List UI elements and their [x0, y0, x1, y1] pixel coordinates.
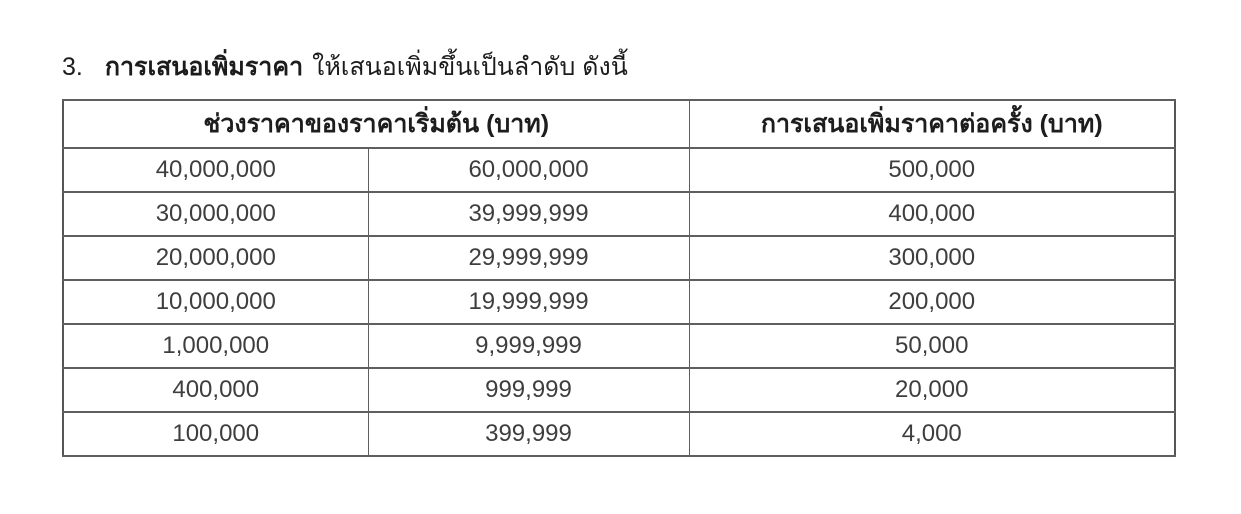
table-cell: 9,999,999 [367, 323, 690, 369]
table-cell: 19,999,999 [367, 279, 690, 325]
table-cell: 4,000 [688, 411, 1176, 457]
header-bid-increment: การเสนอเพิ่มราคาต่อครั้ง (บาท) [688, 99, 1176, 149]
table-body: 40,000,000 60,000,000 500,000 30,000,000 39,… [62, 147, 1176, 457]
table-cell: 39,999,999 [367, 191, 690, 237]
table-cell: 20,000,000 [62, 235, 369, 281]
section-title-bold: การเสนอเพิ่มราคา [104, 53, 304, 81]
section-number: 3. [62, 53, 83, 81]
table-cell: 29,999,999 [367, 235, 690, 281]
table-cell: 300,000 [688, 235, 1176, 281]
table-cell: 60,000,000 [367, 147, 690, 193]
table-cell: 30,000,000 [62, 191, 369, 237]
table-cell: 10,000,000 [62, 279, 369, 325]
table-cell: 50,000 [688, 323, 1176, 369]
table-cell: 100,000 [62, 411, 369, 457]
table-row: 30,000,000 39,999,999 400,000 [62, 191, 1176, 237]
table-header-row: ช่วงราคาของราคาเริ่มต้น (บาท) การเสนอเพิ… [62, 99, 1176, 149]
table-row: 20,000,000 29,999,999 300,000 [62, 235, 1176, 281]
section-heading: 3. การเสนอเพิ่มราคา ให้เสนอเพิ่มขึ้นเป็นลำ… [62, 50, 1241, 85]
table-row: 400,000 999,999 20,000 [62, 367, 1176, 413]
table-row: 100,000 399,999 4,000 [62, 411, 1176, 457]
table-cell: 400,000 [62, 367, 369, 413]
document-page: 3. การเสนอเพิ่มราคา ให้เสนอเพิ่มขึ้นเป็นลำ… [0, 50, 1241, 514]
table-row: 40,000,000 60,000,000 500,000 [62, 147, 1176, 193]
table-cell: 999,999 [367, 367, 690, 413]
table-row: 10,000,000 19,999,999 200,000 [62, 279, 1176, 325]
section-title-rest: ให้เสนอเพิ่มขึ้นเป็นลำดับ ดังนี้ [312, 53, 628, 81]
table-cell: 500,000 [688, 147, 1176, 193]
price-increment-table: ช่วงราคาของราคาเริ่มต้น (บาท) การเสนอเพิ… [62, 99, 1176, 457]
table-cell: 1,000,000 [62, 323, 369, 369]
table-cell: 40,000,000 [62, 147, 369, 193]
header-starting-price-range: ช่วงราคาของราคาเริ่มต้น (บาท) [62, 99, 690, 149]
table-cell: 400,000 [688, 191, 1176, 237]
table-cell: 20,000 [688, 367, 1176, 413]
table-cell: 200,000 [688, 279, 1176, 325]
table-cell: 399,999 [367, 411, 690, 457]
table-row: 1,000,000 9,999,999 50,000 [62, 323, 1176, 369]
